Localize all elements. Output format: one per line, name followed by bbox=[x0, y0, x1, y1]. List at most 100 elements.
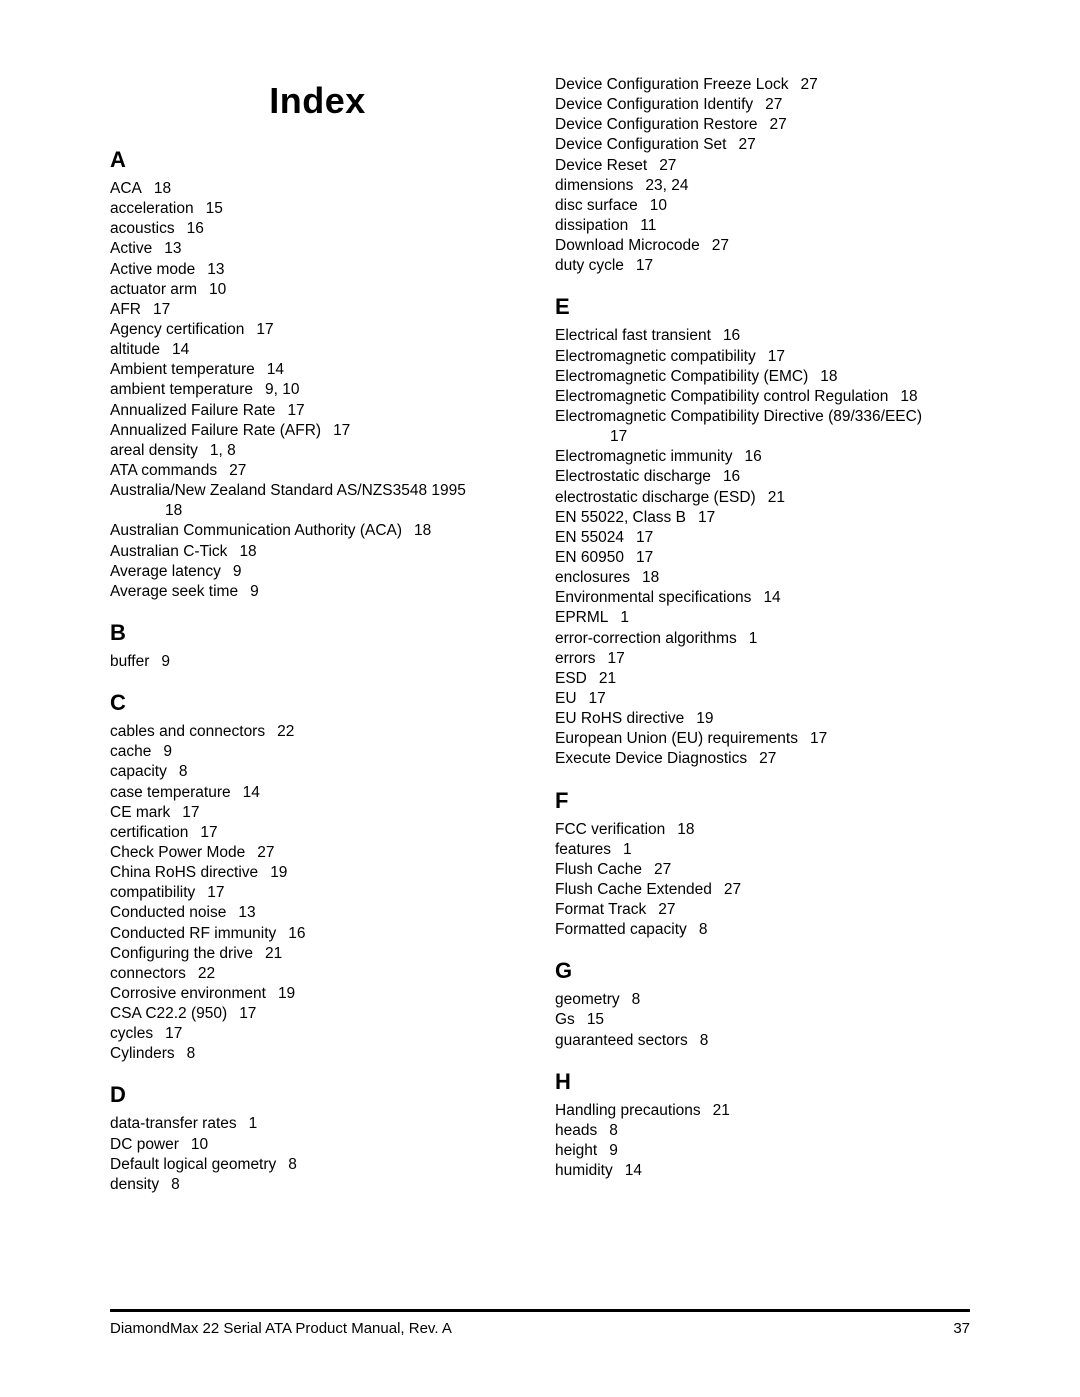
index-pages: 27 bbox=[642, 861, 671, 878]
section-letter: G bbox=[555, 958, 970, 984]
index-columns: IndexAACA18acceleration15acoustics16Acti… bbox=[110, 75, 970, 1195]
index-pages: 15 bbox=[575, 1011, 604, 1028]
index-pages: 17 bbox=[244, 321, 273, 338]
index-term: errors bbox=[555, 650, 595, 667]
index-pages: 17 bbox=[577, 690, 606, 707]
index-term: error-correction algorithms bbox=[555, 630, 737, 647]
index-pages: 17 bbox=[321, 422, 350, 439]
index-pages: 18 bbox=[808, 368, 837, 385]
index-entry: Formatted capacity8 bbox=[555, 920, 970, 940]
index-entry: Australia/New Zealand Standard AS/NZS354… bbox=[110, 481, 525, 501]
index-term: Electromagnetic Compatibility (EMC) bbox=[555, 368, 808, 385]
index-entry: Device Configuration Restore27 bbox=[555, 115, 970, 135]
index-term: Electromagnetic immunity bbox=[555, 448, 732, 465]
index-entry: Electrical fast transient16 bbox=[555, 326, 970, 346]
index-pages: 18 bbox=[630, 569, 659, 586]
index-pages: 17 bbox=[227, 1005, 256, 1022]
index-entry: Device Configuration Identify27 bbox=[555, 95, 970, 115]
index-pages: 27 bbox=[700, 237, 729, 254]
index-term: Device Configuration Freeze Lock bbox=[555, 76, 788, 93]
index-term: areal density bbox=[110, 442, 198, 459]
index-term: humidity bbox=[555, 1162, 613, 1179]
index-pages: 27 bbox=[647, 157, 676, 174]
footer-page-number: 37 bbox=[953, 1320, 970, 1337]
index-term: Corrosive environment bbox=[110, 985, 266, 1002]
index-term: Ambient temperature bbox=[110, 361, 255, 378]
index-entry: actuator arm10 bbox=[110, 280, 525, 300]
index-entry: Device Reset27 bbox=[555, 156, 970, 176]
index-pages: 17 bbox=[595, 650, 624, 667]
index-term: compatibility bbox=[110, 884, 195, 901]
index-entry: Electromagnetic Compatibility (EMC)18 bbox=[555, 367, 970, 387]
index-pages: 17 bbox=[141, 301, 170, 318]
index-term: Format Track bbox=[555, 901, 646, 918]
index-entry: Australian Communication Authority (ACA)… bbox=[110, 521, 525, 541]
section-letter: D bbox=[110, 1082, 525, 1108]
index-term: Cylinders bbox=[110, 1045, 175, 1062]
index-pages: 19 bbox=[258, 864, 287, 881]
index-term: geometry bbox=[555, 991, 620, 1008]
index-pages: 22 bbox=[186, 965, 215, 982]
index-term: Australian C-Tick bbox=[110, 543, 227, 560]
index-pages: 19 bbox=[266, 985, 295, 1002]
index-entry: Device Configuration Set27 bbox=[555, 135, 970, 155]
index-entry: error-correction algorithms1 bbox=[555, 629, 970, 649]
index-entry: European Union (EU) requirements17 bbox=[555, 729, 970, 749]
index-term: Annualized Failure Rate bbox=[110, 402, 275, 419]
index-term: EPRML bbox=[555, 609, 608, 626]
index-pages: 10 bbox=[638, 197, 667, 214]
index-term: ATA commands bbox=[110, 462, 217, 479]
index-entry: EU17 bbox=[555, 689, 970, 709]
index-entry: density8 bbox=[110, 1175, 525, 1195]
footer-left-text: DiamondMax 22 Serial ATA Product Manual,… bbox=[110, 1320, 452, 1337]
index-title: Index bbox=[110, 80, 525, 122]
index-term: capacity bbox=[110, 763, 167, 780]
index-term: CSA C22.2 (950) bbox=[110, 1005, 227, 1022]
index-entry: connectors22 bbox=[110, 964, 525, 984]
index-pages: 1 bbox=[611, 841, 632, 858]
index-term: dissipation bbox=[555, 217, 628, 234]
index-pages: 18 bbox=[665, 821, 694, 838]
index-term: EU bbox=[555, 690, 577, 707]
column-right: Device Configuration Freeze Lock27Device… bbox=[555, 75, 970, 1195]
index-entry: Conducted RF immunity16 bbox=[110, 924, 525, 944]
index-pages: 8 bbox=[159, 1176, 180, 1193]
index-entry: Flush Cache27 bbox=[555, 860, 970, 880]
index-term: Formatted capacity bbox=[555, 921, 687, 938]
index-term: case temperature bbox=[110, 784, 231, 801]
index-pages: 17 bbox=[624, 549, 653, 566]
index-pages: 27 bbox=[726, 136, 755, 153]
index-pages: 9, 10 bbox=[253, 381, 299, 398]
index-term: Gs bbox=[555, 1011, 575, 1028]
index-pages: 14 bbox=[613, 1162, 642, 1179]
index-entry: acoustics16 bbox=[110, 219, 525, 239]
index-pages: 27 bbox=[217, 462, 246, 479]
index-entry: Configuring the drive21 bbox=[110, 944, 525, 964]
index-term: Electromagnetic compatibility bbox=[555, 348, 756, 365]
page-footer: DiamondMax 22 Serial ATA Product Manual,… bbox=[110, 1309, 970, 1337]
index-pages: 21 bbox=[587, 670, 616, 687]
index-pages: 10 bbox=[179, 1136, 208, 1153]
index-pages: 8 bbox=[687, 921, 708, 938]
index-entry: errors17 bbox=[555, 649, 970, 669]
index-term: cycles bbox=[110, 1025, 153, 1042]
index-term: Average latency bbox=[110, 563, 221, 580]
index-term: Execute Device Diagnostics bbox=[555, 750, 747, 767]
index-term: enclosures bbox=[555, 569, 630, 586]
index-entry: compatibility17 bbox=[110, 883, 525, 903]
index-term: EN 55022, Class B bbox=[555, 509, 686, 526]
index-term: Active bbox=[110, 240, 152, 257]
index-pages: 17 bbox=[170, 804, 199, 821]
index-term: altitude bbox=[110, 341, 160, 358]
index-entry: Format Track27 bbox=[555, 900, 970, 920]
index-entry: Electromagnetic immunity16 bbox=[555, 447, 970, 467]
index-term: Electromagnetic Compatibility Directive … bbox=[555, 408, 922, 425]
index-entry: ACA18 bbox=[110, 179, 525, 199]
index-entry: Average latency9 bbox=[110, 562, 525, 582]
column-left: IndexAACA18acceleration15acoustics16Acti… bbox=[110, 75, 525, 1195]
index-pages: 21 bbox=[253, 945, 282, 962]
index-term: Australia/New Zealand Standard AS/NZS354… bbox=[110, 482, 466, 499]
index-pages: 17 bbox=[624, 529, 653, 546]
index-term: European Union (EU) requirements bbox=[555, 730, 798, 747]
index-entry: ESD21 bbox=[555, 669, 970, 689]
